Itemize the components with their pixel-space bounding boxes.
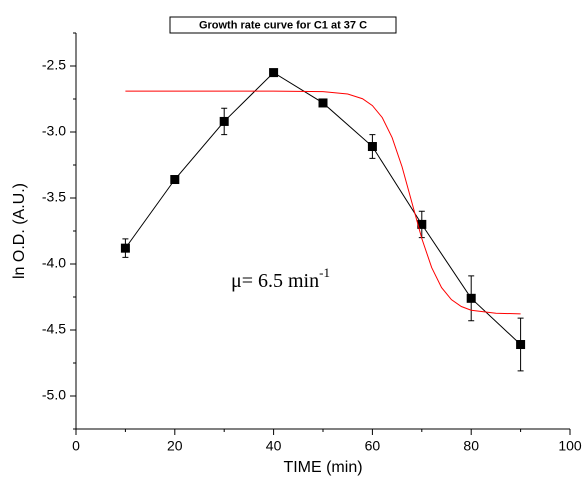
annotation-text: μ= 6.5 min <box>231 270 319 292</box>
x-tick-label: 60 <box>365 438 381 454</box>
data-point <box>516 340 526 350</box>
data-point <box>367 142 377 152</box>
series-line <box>124 71 521 345</box>
x-axis-label: TIME (min) <box>283 459 362 476</box>
x-tick-label: 0 <box>72 438 80 454</box>
data-point <box>120 243 130 253</box>
x-tick-label: 20 <box>167 438 183 454</box>
data-point <box>269 68 279 78</box>
data-point <box>466 293 476 303</box>
annotation: μ= 6.5 min-1 <box>231 265 330 292</box>
y-tick-label: -3.5 <box>42 189 66 205</box>
y-tick-label: -5.0 <box>42 387 66 403</box>
data-point <box>417 219 427 229</box>
title-box <box>169 16 397 34</box>
y-axis-label: ln O.D. (A.U.) <box>11 183 28 279</box>
y-tick-label: -2.5 <box>42 57 66 73</box>
y-tick-label: -4.5 <box>42 321 66 337</box>
data-point <box>318 98 328 108</box>
x-tick-label: 80 <box>463 438 479 454</box>
y-tick-label: -3.0 <box>42 123 66 139</box>
y-tick-label: -4.0 <box>42 255 66 271</box>
x-tick-label: 40 <box>266 438 282 454</box>
data-point <box>219 116 229 126</box>
annotation-superscript: -1 <box>319 265 330 280</box>
series-line <box>125 90 521 315</box>
x-tick-label: 100 <box>558 438 582 454</box>
data-point <box>170 175 180 185</box>
chart-title: Growth rate curve for C1 at 37 C <box>199 19 367 31</box>
